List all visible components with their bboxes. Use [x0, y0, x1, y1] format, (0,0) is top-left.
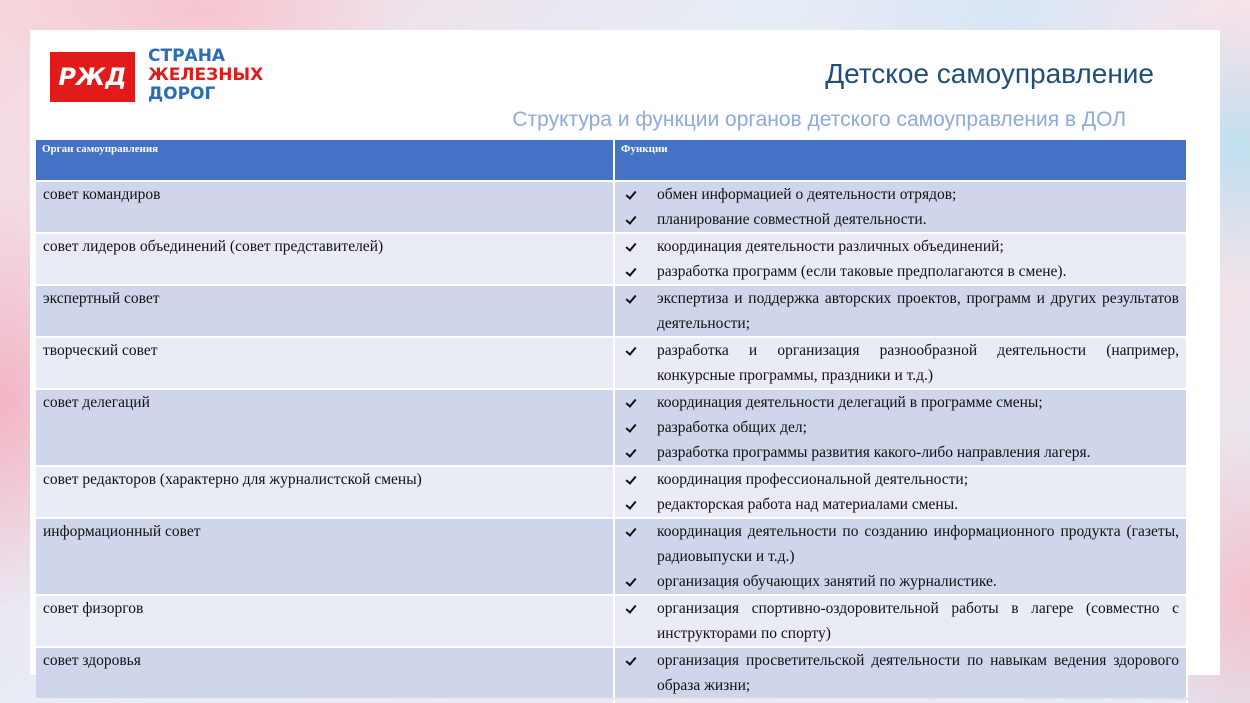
function-item: планирование совместной деятельности.: [622, 207, 1179, 232]
table-row: совет здоровья организация просветительск…: [36, 648, 1188, 698]
table-row: совет командиров обмен информацией о деят…: [36, 182, 1188, 232]
organ-cell: совет лидеров объединений (совет предста…: [36, 234, 615, 284]
table-wrap: Орган самоуправления Функции совет коман…: [36, 140, 1188, 703]
header-row: Орган самоуправления Функции: [36, 140, 1188, 180]
subtitle: Структура и функции органов детского сам…: [512, 108, 1126, 131]
logo-line: ДОРОГ: [148, 84, 216, 104]
logo-text: СТРАНА ЖЕЛЕЗНЫХ ДОРОГ: [148, 47, 263, 104]
table-row: совет редакторов (характерно для журнали…: [36, 467, 1188, 517]
organ-cell: творческий совет: [36, 338, 615, 388]
function-item: организация обучающих занятий по журнали…: [622, 569, 1179, 594]
functions-cell: организация просветительской деятельност…: [615, 648, 1188, 698]
table-row: совет хозяеворганизация работы по поддер…: [36, 700, 1188, 703]
table-row: экспертный совет экспертиза и поддержка а…: [36, 286, 1188, 336]
function-item: разработка программ (если таковые предпо…: [622, 259, 1179, 284]
function-item: координация деятельности делегаций в про…: [622, 390, 1179, 415]
function-item: разработка и организация разнообразной д…: [622, 338, 1179, 388]
organ-cell: совет физоргов: [36, 596, 615, 646]
function-item: организация просветительской деятельност…: [622, 648, 1179, 698]
function-item: обмен информацией о деятельности отрядов…: [622, 182, 1179, 207]
organ-cell: информационный совет: [36, 519, 615, 594]
organ-cell: экспертный совет: [36, 286, 615, 336]
functions-cell: обмен информацией о деятельности отрядов…: [615, 182, 1188, 232]
functions-cell: организация спортивно-оздоровительной ра…: [615, 596, 1188, 646]
function-list: координация деятельности по созданию инф…: [622, 519, 1179, 594]
function-list: организация спортивно-оздоровительной ра…: [622, 596, 1179, 646]
table-row: творческий совет разработка и организация…: [36, 338, 1188, 388]
function-item: организация спортивно-оздоровительной ра…: [622, 596, 1179, 646]
table-row: информационный совет координация деятельн…: [36, 519, 1188, 594]
column-header: Функции: [615, 140, 1188, 180]
function-item: координация деятельности различных объед…: [622, 234, 1179, 259]
function-item: разработка программы развития какого-либ…: [622, 440, 1179, 465]
organ-cell: совет хозяев: [36, 700, 615, 703]
functions-cell: координация деятельности различных объед…: [615, 234, 1188, 284]
function-item: координация деятельности по созданию инф…: [622, 519, 1179, 569]
functions-cell: разработка и организация разнообразной д…: [615, 338, 1188, 388]
function-item: экспертиза и поддержка авторских проекто…: [622, 286, 1179, 336]
function-list: координация деятельности различных объед…: [622, 234, 1179, 284]
functions-cell: организация работы по поддержанию чистот…: [615, 700, 1188, 703]
logo-line: ЖЕЛЕЗНЫХ: [148, 65, 264, 85]
table-row: совет лидеров объединений (совет предста…: [36, 234, 1188, 284]
function-list: обмен информацией о деятельности отрядов…: [622, 182, 1179, 232]
organ-cell: совет командиров: [36, 182, 615, 232]
function-list: разработка и организация разнообразной д…: [622, 338, 1179, 388]
function-item: координация профессиональной деятельност…: [622, 467, 1179, 492]
functions-cell: координация деятельности делегаций в про…: [615, 390, 1188, 465]
function-item: разработка общих дел;: [622, 415, 1179, 440]
functions-cell: координация профессиональной деятельност…: [615, 467, 1188, 517]
organ-cell: совет редакторов (характерно для журнали…: [36, 467, 615, 517]
functions-cell: экспертиза и поддержка авторских проекто…: [615, 286, 1188, 336]
function-list: координация профессиональной деятельност…: [622, 467, 1179, 517]
organ-cell: совет здоровья: [36, 648, 615, 698]
table-row: совет делегаций координация деятельности …: [36, 390, 1188, 465]
function-list: координация деятельности делегаций в про…: [622, 390, 1179, 465]
function-list: организация просветительской деятельност…: [622, 648, 1179, 698]
functions-cell: координация деятельности по созданию инф…: [615, 519, 1188, 594]
title: Детское самоуправление: [825, 58, 1154, 89]
logo-mark: РЖД: [50, 52, 135, 102]
function-item: редакторская работа над материалами смен…: [622, 492, 1179, 517]
table: Орган самоуправления Функции совет коман…: [36, 140, 1188, 703]
table-row: совет физоргов организация спортивно-оздо…: [36, 596, 1188, 646]
logo-line: СТРАНА: [148, 46, 226, 66]
function-list: экспертиза и поддержка авторских проекто…: [622, 286, 1179, 336]
column-header: Орган самоуправления: [36, 140, 615, 180]
organ-cell: совет делегаций: [36, 390, 615, 465]
